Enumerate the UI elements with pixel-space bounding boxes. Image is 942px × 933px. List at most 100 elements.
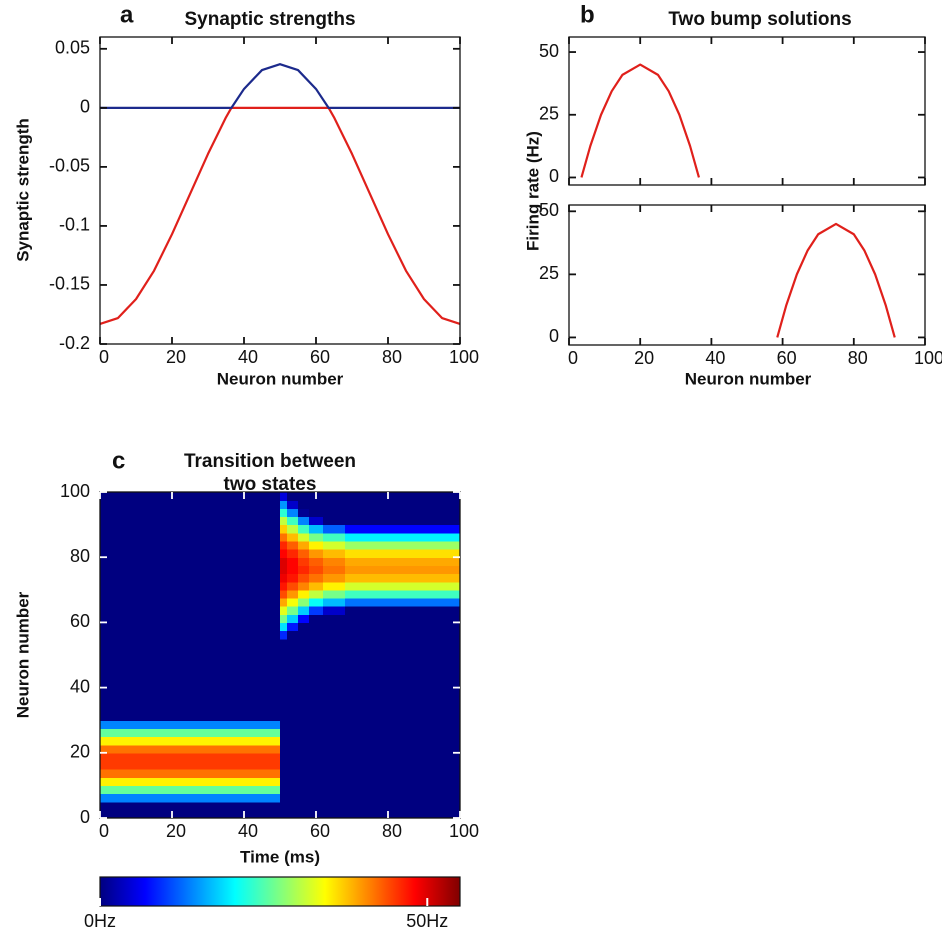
- heatmap-cell: [298, 524, 310, 534]
- heatmap-cell: [298, 760, 310, 770]
- heatmap-cell: [323, 573, 346, 583]
- heatmap-cell: [323, 606, 346, 615]
- heatmap-cell: [344, 809, 461, 819]
- heatmap-cell: [323, 614, 346, 623]
- heatmap-cell: [308, 597, 324, 607]
- heatmap-cell: [308, 573, 324, 583]
- heatmap-cell: [298, 622, 310, 632]
- chart-title: Transition between: [184, 451, 356, 472]
- heatmap-cell: [344, 589, 461, 599]
- heatmap-cell: [323, 703, 346, 713]
- heatmap-cell: [280, 581, 288, 591]
- heatmap-cell: [287, 589, 299, 599]
- heatmap-cell: [344, 785, 461, 795]
- heatmap-cell: [280, 720, 288, 729]
- heatmap-cell: [287, 801, 299, 811]
- heatmap-cell: [280, 728, 288, 738]
- heatmap-cell: [323, 736, 346, 746]
- heatmap-cell: [280, 589, 288, 599]
- heatmap-cell: [308, 687, 324, 697]
- heatmap-cell: [323, 638, 346, 648]
- heatmap-cell: [287, 492, 299, 501]
- y-tick-label: 0: [549, 166, 559, 186]
- heatmap-cell: [344, 679, 461, 689]
- heatmap-cell: [298, 744, 310, 754]
- data-line: [580, 63, 700, 178]
- heatmap-cell: [100, 532, 281, 542]
- heatmap-cell: [323, 801, 346, 811]
- heatmap-cell: [298, 638, 310, 648]
- heatmap-cell: [323, 793, 346, 803]
- heatmap-cell: [344, 655, 461, 664]
- heatmap-cell: [100, 557, 281, 566]
- heatmap-cell: [287, 687, 299, 697]
- heatmap-cell: [344, 777, 461, 786]
- heatmap-cell: [344, 516, 461, 526]
- heatmap-cell: [298, 655, 310, 664]
- heatmap-cell: [280, 630, 288, 640]
- heatmap-cell: [323, 809, 346, 819]
- heatmap-cell: [287, 679, 299, 689]
- heatmap-cell: [298, 500, 310, 509]
- y-tick-label: -0.1: [59, 215, 90, 235]
- heatmap-cell: [308, 532, 324, 542]
- heatmap-cell: [100, 695, 281, 705]
- heatmap-cell: [344, 760, 461, 770]
- heatmap-cell: [280, 793, 288, 803]
- heatmap-cell: [308, 589, 324, 599]
- heatmap-cell: [298, 597, 310, 607]
- data-line: [99, 106, 461, 325]
- heatmap-cell: [298, 565, 310, 575]
- x-tick-label: 100: [449, 821, 479, 841]
- heatmap-cell: [323, 728, 346, 738]
- heatmap-cell: [280, 524, 288, 534]
- heatmap-cell: [100, 793, 281, 803]
- heatmap-cell: [280, 622, 288, 632]
- heatmap-cell: [287, 712, 299, 721]
- heatmap-cell: [100, 752, 281, 762]
- heatmap-cell: [323, 744, 346, 754]
- heatmap-cell: [344, 573, 461, 583]
- heatmap-cell: [100, 720, 281, 729]
- heatmap-cell: [280, 695, 288, 705]
- heatmap-cell: [308, 663, 324, 672]
- heatmap-cell: [298, 508, 310, 518]
- heatmap-cell: [344, 728, 461, 738]
- heatmap-cell: [287, 597, 299, 607]
- heatmap-cell: [287, 728, 299, 738]
- heatmap-cell: [344, 793, 461, 803]
- heatmap-cell: [100, 736, 281, 746]
- heatmap-cell: [100, 663, 281, 672]
- heatmap-cell: [308, 557, 324, 566]
- heatmap-cell: [100, 760, 281, 770]
- heatmap-cell: [280, 679, 288, 689]
- heatmap-cell: [344, 744, 461, 754]
- heatmap-cell: [323, 549, 346, 558]
- x-tick-label: 20: [166, 821, 186, 841]
- heatmap-cell: [100, 646, 281, 656]
- heatmap-cell: [100, 500, 281, 509]
- chart-title: Synaptic strengths: [184, 9, 355, 30]
- colorbar: [99, 876, 461, 907]
- heatmap-cell: [323, 589, 346, 599]
- heatmap-cell: [280, 557, 288, 566]
- heatmap-cell: [323, 532, 346, 542]
- heatmap-cell: [308, 646, 324, 656]
- heatmap-cell: [280, 540, 288, 550]
- heatmap-cell: [344, 720, 461, 729]
- panel-letter: b: [580, 1, 595, 28]
- heatmap-cell: [323, 695, 346, 705]
- y-tick-label: 50: [539, 200, 559, 220]
- y-tick-label: -0.2: [59, 333, 90, 353]
- heatmap-cell: [298, 573, 310, 583]
- panel-letter: c: [112, 447, 125, 474]
- heatmap-cell: [100, 785, 281, 795]
- heatmap-cell: [298, 540, 310, 550]
- heatmap-cell: [100, 597, 281, 607]
- heatmap-cell: [308, 565, 324, 575]
- heatmap-cell: [280, 646, 288, 656]
- heatmap-cell: [344, 703, 461, 713]
- chart-title: Two bump solutions: [668, 9, 851, 30]
- heatmap-cell: [308, 793, 324, 803]
- heatmap-cell: [344, 712, 461, 721]
